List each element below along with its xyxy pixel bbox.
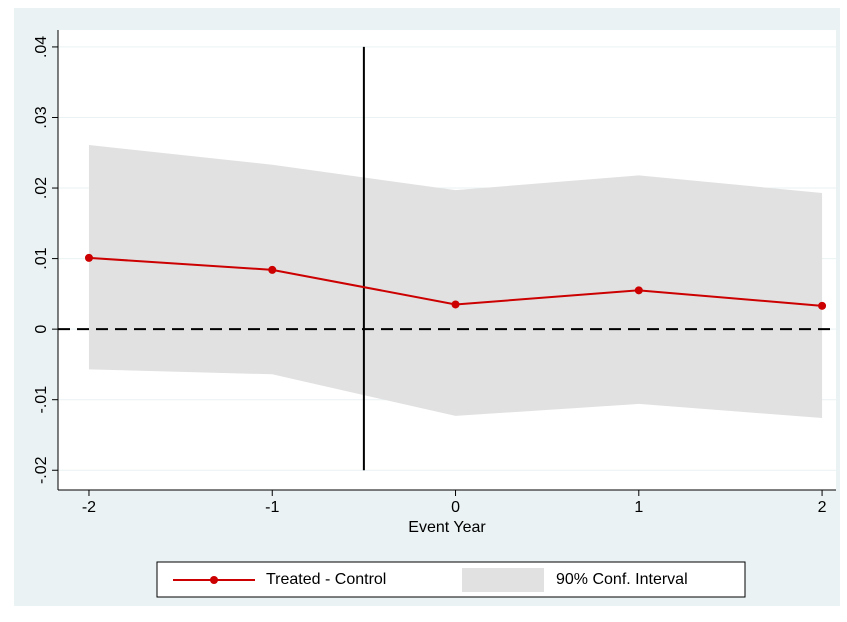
y-tick-label: .03 [33, 106, 50, 128]
x-tick-label: 1 [634, 499, 643, 516]
y-tick-label: .01 [33, 247, 50, 269]
point [451, 300, 460, 309]
legend-marker [210, 576, 218, 584]
x-tick-label: -2 [82, 499, 96, 516]
point [268, 265, 277, 274]
point [634, 286, 643, 295]
y-tick-label: 0 [33, 325, 50, 334]
legend-label: Treated - Control [266, 571, 386, 588]
y-tick-label: .04 [33, 36, 50, 58]
y-tick-label: -.01 [33, 386, 50, 414]
point [818, 301, 827, 310]
point [84, 253, 93, 262]
y-tick-label: -.02 [33, 456, 50, 484]
legend-swatch [462, 568, 544, 592]
confidence-band [88, 145, 823, 419]
legend-label: 90% Conf. Interval [556, 571, 688, 588]
x-axis-label: Event Year [408, 519, 486, 536]
x-tick-label: 2 [818, 499, 827, 516]
y-tick-label: .02 [33, 177, 50, 199]
x-tick-label: 0 [451, 499, 460, 516]
x-tick-label: -1 [265, 499, 279, 516]
